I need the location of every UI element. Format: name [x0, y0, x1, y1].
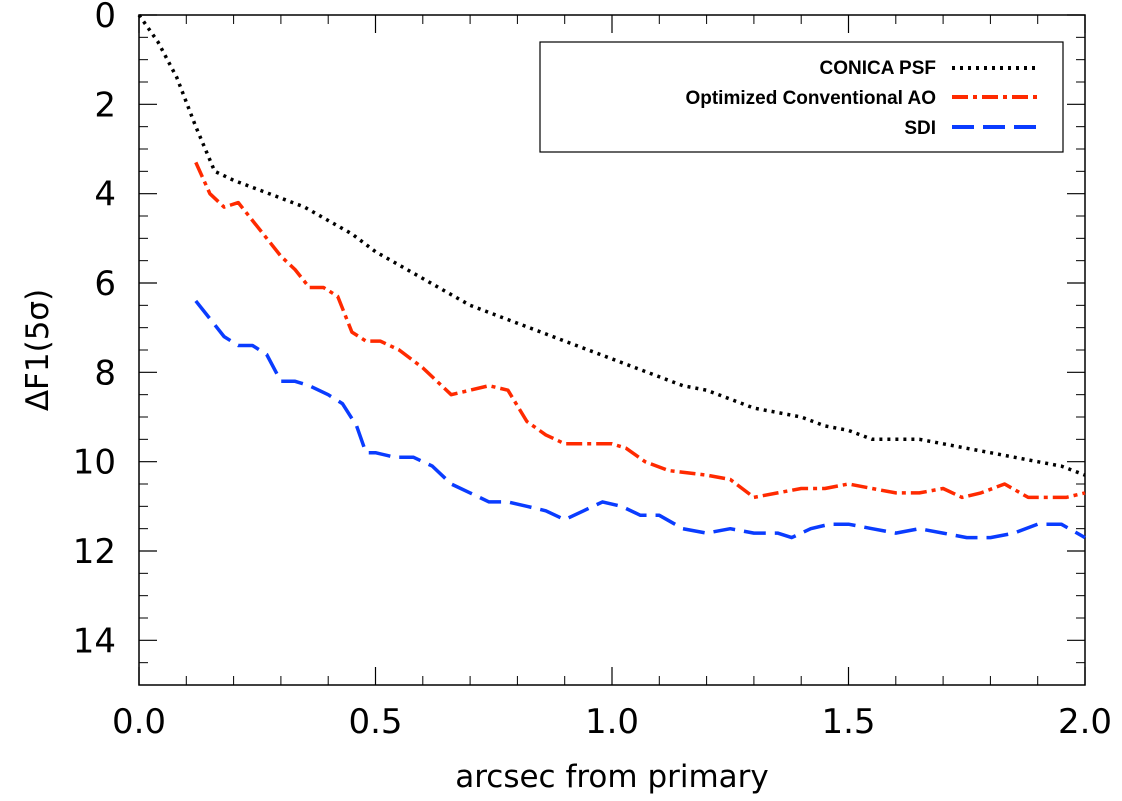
x-tick-label: 2.0 — [1058, 702, 1112, 742]
axis-ticks — [138, 14, 1086, 685]
x-tick-label: 1.0 — [585, 702, 639, 742]
series-line-conica-psf — [137, 13, 1086, 477]
y-tick-label: 2 — [94, 85, 116, 125]
series-line-sdi — [194, 299, 1086, 540]
axis-tick-labels: 0.0 0.5 1.0 1.5 2.0 0 2 4 6 8 10 12 14 — [73, 0, 1112, 742]
y-tick-label: 4 — [94, 175, 116, 215]
legend-label-conica-psf: CONICA PSF — [820, 58, 936, 79]
y-tick-label: 10 — [73, 443, 116, 483]
y-tick-label: 8 — [94, 353, 116, 393]
legend: CONICA PSF Optimized Conventional AO SDI — [539, 41, 1064, 153]
x-tick-label: 0.0 — [112, 702, 166, 742]
x-tick-label: 1.5 — [821, 702, 875, 742]
series-line-optimized-conventional-ao — [194, 161, 1086, 500]
legend-label-sdi: SDI — [904, 118, 936, 139]
x-axis-title: arcsec from primary — [455, 759, 769, 795]
series-lines — [137, 13, 1086, 540]
y-axis-title: ΔF1(5σ) — [20, 289, 56, 411]
y-tick-label: 6 — [94, 264, 116, 304]
legend-label-optimized-conventional-ao: Optimized Conventional AO — [685, 88, 936, 109]
x-tick-label: 0.5 — [348, 702, 402, 742]
y-tick-label: 12 — [73, 532, 116, 572]
y-tick-label: 14 — [73, 621, 116, 661]
y-tick-label: 0 — [94, 0, 116, 36]
